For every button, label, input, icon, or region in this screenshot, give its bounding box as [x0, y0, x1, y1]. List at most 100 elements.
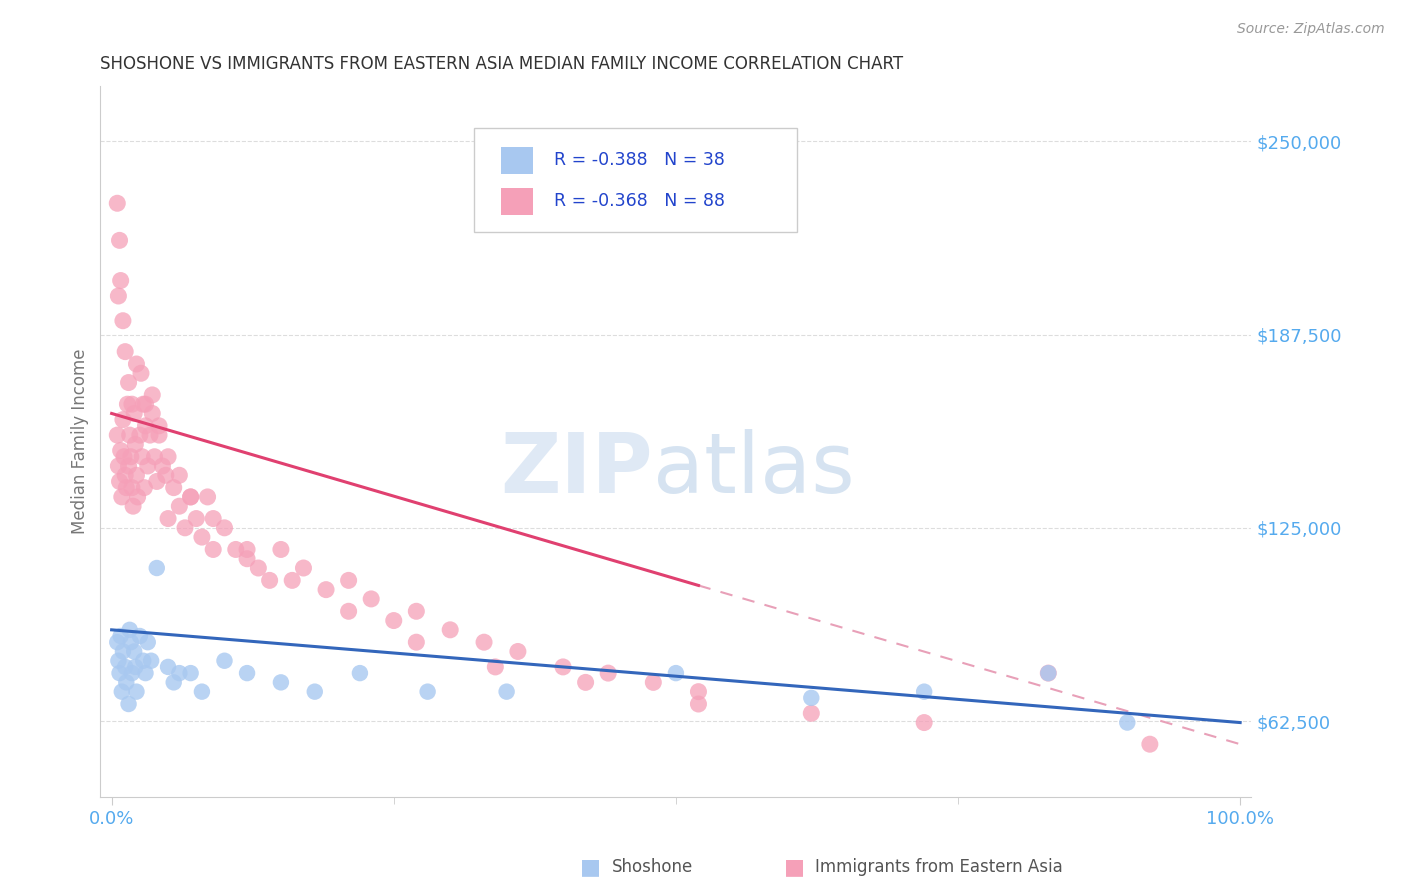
Point — [598, 666, 620, 681]
Point — [157, 511, 180, 525]
Point — [225, 542, 247, 557]
Point — [157, 450, 180, 464]
Point — [180, 666, 202, 681]
Point — [134, 666, 156, 681]
Point — [108, 233, 131, 247]
Text: SHOSHONE VS IMMIGRANTS FROM EASTERN ASIA MEDIAN FAMILY INCOME CORRELATION CHART: SHOSHONE VS IMMIGRANTS FROM EASTERN ASIA… — [100, 55, 904, 73]
Point — [688, 684, 710, 698]
Point — [800, 706, 823, 721]
Point — [132, 654, 155, 668]
Point — [118, 623, 141, 637]
Point — [125, 357, 148, 371]
Text: Source: ZipAtlas.com: Source: ZipAtlas.com — [1237, 22, 1385, 37]
Point — [110, 629, 132, 643]
Point — [643, 675, 665, 690]
Point — [688, 697, 710, 711]
Point — [121, 666, 143, 681]
Point — [155, 468, 177, 483]
Point — [484, 660, 506, 674]
Point — [186, 511, 208, 525]
Point — [136, 458, 159, 473]
Point — [1038, 666, 1060, 681]
Point — [143, 450, 166, 464]
Point — [146, 561, 169, 575]
Point — [551, 660, 574, 674]
Point — [122, 407, 145, 421]
Point — [197, 490, 219, 504]
Point — [134, 481, 156, 495]
Point — [439, 623, 461, 637]
Point — [281, 574, 304, 588]
Point — [315, 582, 337, 597]
Text: R = -0.368   N = 88: R = -0.368 N = 88 — [554, 193, 725, 211]
Point — [111, 412, 134, 426]
Point — [127, 490, 149, 504]
Point — [114, 660, 136, 674]
Point — [128, 629, 150, 643]
Point — [121, 481, 143, 495]
Point — [1139, 737, 1161, 751]
Point — [141, 388, 163, 402]
Point — [360, 591, 382, 606]
Point — [152, 458, 174, 473]
Point — [148, 418, 170, 433]
Point — [169, 468, 191, 483]
Point — [110, 443, 132, 458]
Point — [131, 450, 153, 464]
Point — [506, 644, 529, 658]
Bar — [501, 188, 533, 215]
Point — [115, 481, 138, 495]
Point — [122, 499, 145, 513]
Point — [105, 196, 128, 211]
Point — [191, 684, 214, 698]
Point — [349, 666, 371, 681]
Point — [191, 530, 214, 544]
Text: R = -0.388   N = 38: R = -0.388 N = 38 — [554, 151, 724, 169]
Point — [117, 397, 139, 411]
Point — [105, 428, 128, 442]
Y-axis label: Median Family Income: Median Family Income — [72, 349, 89, 534]
Point — [174, 521, 197, 535]
Point — [575, 675, 598, 690]
Point — [236, 551, 259, 566]
Point — [117, 458, 139, 473]
Point — [134, 418, 156, 433]
Text: ZIP: ZIP — [501, 429, 652, 510]
Point — [259, 574, 281, 588]
Point — [163, 675, 186, 690]
Point — [141, 407, 163, 421]
Point — [136, 635, 159, 649]
Point — [120, 635, 142, 649]
Point — [117, 376, 139, 390]
Point — [416, 684, 439, 698]
Point — [122, 644, 145, 658]
Point — [202, 542, 225, 557]
Text: ■: ■ — [785, 857, 804, 877]
Point — [1116, 715, 1139, 730]
Point — [292, 561, 315, 575]
Point — [111, 644, 134, 658]
Point — [128, 428, 150, 442]
Point — [148, 428, 170, 442]
Point — [110, 274, 132, 288]
Point — [108, 475, 131, 489]
Text: atlas: atlas — [652, 429, 855, 510]
Point — [112, 450, 135, 464]
Point — [405, 635, 427, 649]
Bar — [501, 146, 533, 174]
Point — [139, 428, 162, 442]
Point — [107, 458, 129, 473]
Point — [800, 690, 823, 705]
Point — [115, 675, 138, 690]
Point — [665, 666, 688, 681]
Text: Shoshone: Shoshone — [612, 858, 693, 876]
Point — [180, 490, 202, 504]
Point — [111, 684, 134, 698]
Point — [304, 684, 326, 698]
Point — [124, 437, 146, 451]
Point — [247, 561, 270, 575]
Point — [912, 715, 935, 730]
Point — [107, 289, 129, 303]
Point — [121, 397, 143, 411]
Point — [132, 397, 155, 411]
